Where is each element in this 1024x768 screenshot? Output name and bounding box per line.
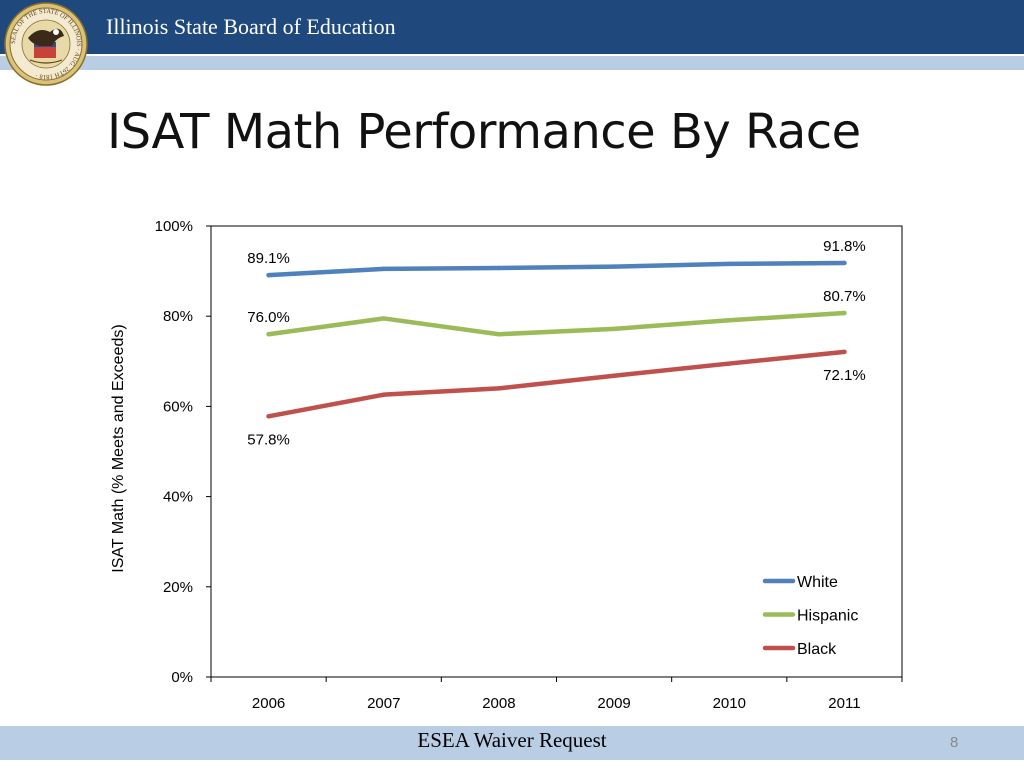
legend-label-hispanic: Hispanic — [797, 608, 858, 625]
series-line-hispanic — [266, 310, 847, 337]
y-tick-label: 40% — [163, 489, 193, 506]
data-point-hispanic — [266, 332, 271, 337]
data-point-black — [496, 386, 502, 391]
x-tick-label: 2011 — [828, 695, 860, 712]
y-tick-label: 60% — [163, 398, 193, 415]
data-point-black — [727, 361, 732, 366]
data-point-white — [266, 272, 271, 278]
legend-label-black: Black — [797, 641, 837, 658]
y-axis-title: ISAT Math (% Meets and Exceeds) — [110, 324, 127, 572]
data-point-white — [381, 266, 386, 272]
data-point-hispanic — [381, 316, 386, 321]
data-point-white — [496, 265, 502, 271]
data-point-hispanic — [842, 310, 847, 316]
state-seal-logo: SEAL OF THE STATE OF ILLINOIS · AUG. 26T… — [4, 2, 88, 86]
y-tick-label: 100% — [155, 218, 193, 235]
y-tick-label: 0% — [171, 669, 193, 686]
y-axis: 0% 20% 40% 60% 80% 100% — [155, 218, 211, 686]
x-tick-label: 2010 — [713, 695, 746, 712]
line-chart: 0%20%40%60%80%100% 2006 2007 2008 2009 2010 2… — [110, 218, 903, 712]
data-point-hispanic — [496, 332, 502, 337]
data-label-hispanic: 80.7% — [823, 288, 866, 305]
header-bar — [0, 0, 1024, 54]
legend-label-white: White — [797, 574, 838, 591]
data-point-black — [381, 392, 386, 397]
series-line-white — [266, 260, 847, 278]
x-tick-label: 2009 — [597, 695, 630, 712]
y-tick-label: 20% — [163, 579, 193, 596]
x-tick-label: 2006 — [252, 695, 285, 712]
x-tick-label: 2007 — [367, 695, 400, 712]
slide-title: ISAT Math Performance By Race — [107, 104, 861, 160]
x-axis: 2006 2007 2008 2009 2010 2011 — [210, 677, 903, 712]
data-point-white — [727, 261, 732, 267]
legend: White Hispanic Black — [762, 574, 858, 658]
data-label-white: 91.8% — [823, 238, 866, 255]
series-line-black — [266, 349, 847, 419]
page-number: 8 — [950, 734, 959, 751]
data-label-black: 72.1% — [823, 367, 866, 384]
org-name: Illinois State Board of Education — [106, 14, 396, 39]
data-point-hispanic — [611, 326, 617, 332]
data-label-layer: 89.1% 91.8% 76.0% 80.7% 57.8% 72.1% — [247, 238, 865, 448]
data-point-white — [842, 260, 847, 266]
footer-bar — [0, 726, 1024, 760]
data-point-white — [611, 264, 617, 269]
data-label-hispanic: 76.0% — [247, 309, 290, 326]
data-label-white: 89.1% — [247, 250, 290, 267]
data-point-hispanic — [727, 318, 732, 323]
header-stripe — [0, 56, 1024, 70]
data-point-black — [266, 414, 271, 419]
footer-title: ESEA Waiver Request — [417, 728, 607, 752]
series-layer — [266, 260, 847, 419]
data-point-black — [611, 373, 617, 378]
x-tick-label: 2008 — [482, 695, 515, 712]
y-tick-label: 80% — [163, 308, 193, 325]
data-point-black — [842, 349, 847, 355]
data-label-black: 57.8% — [247, 431, 290, 448]
